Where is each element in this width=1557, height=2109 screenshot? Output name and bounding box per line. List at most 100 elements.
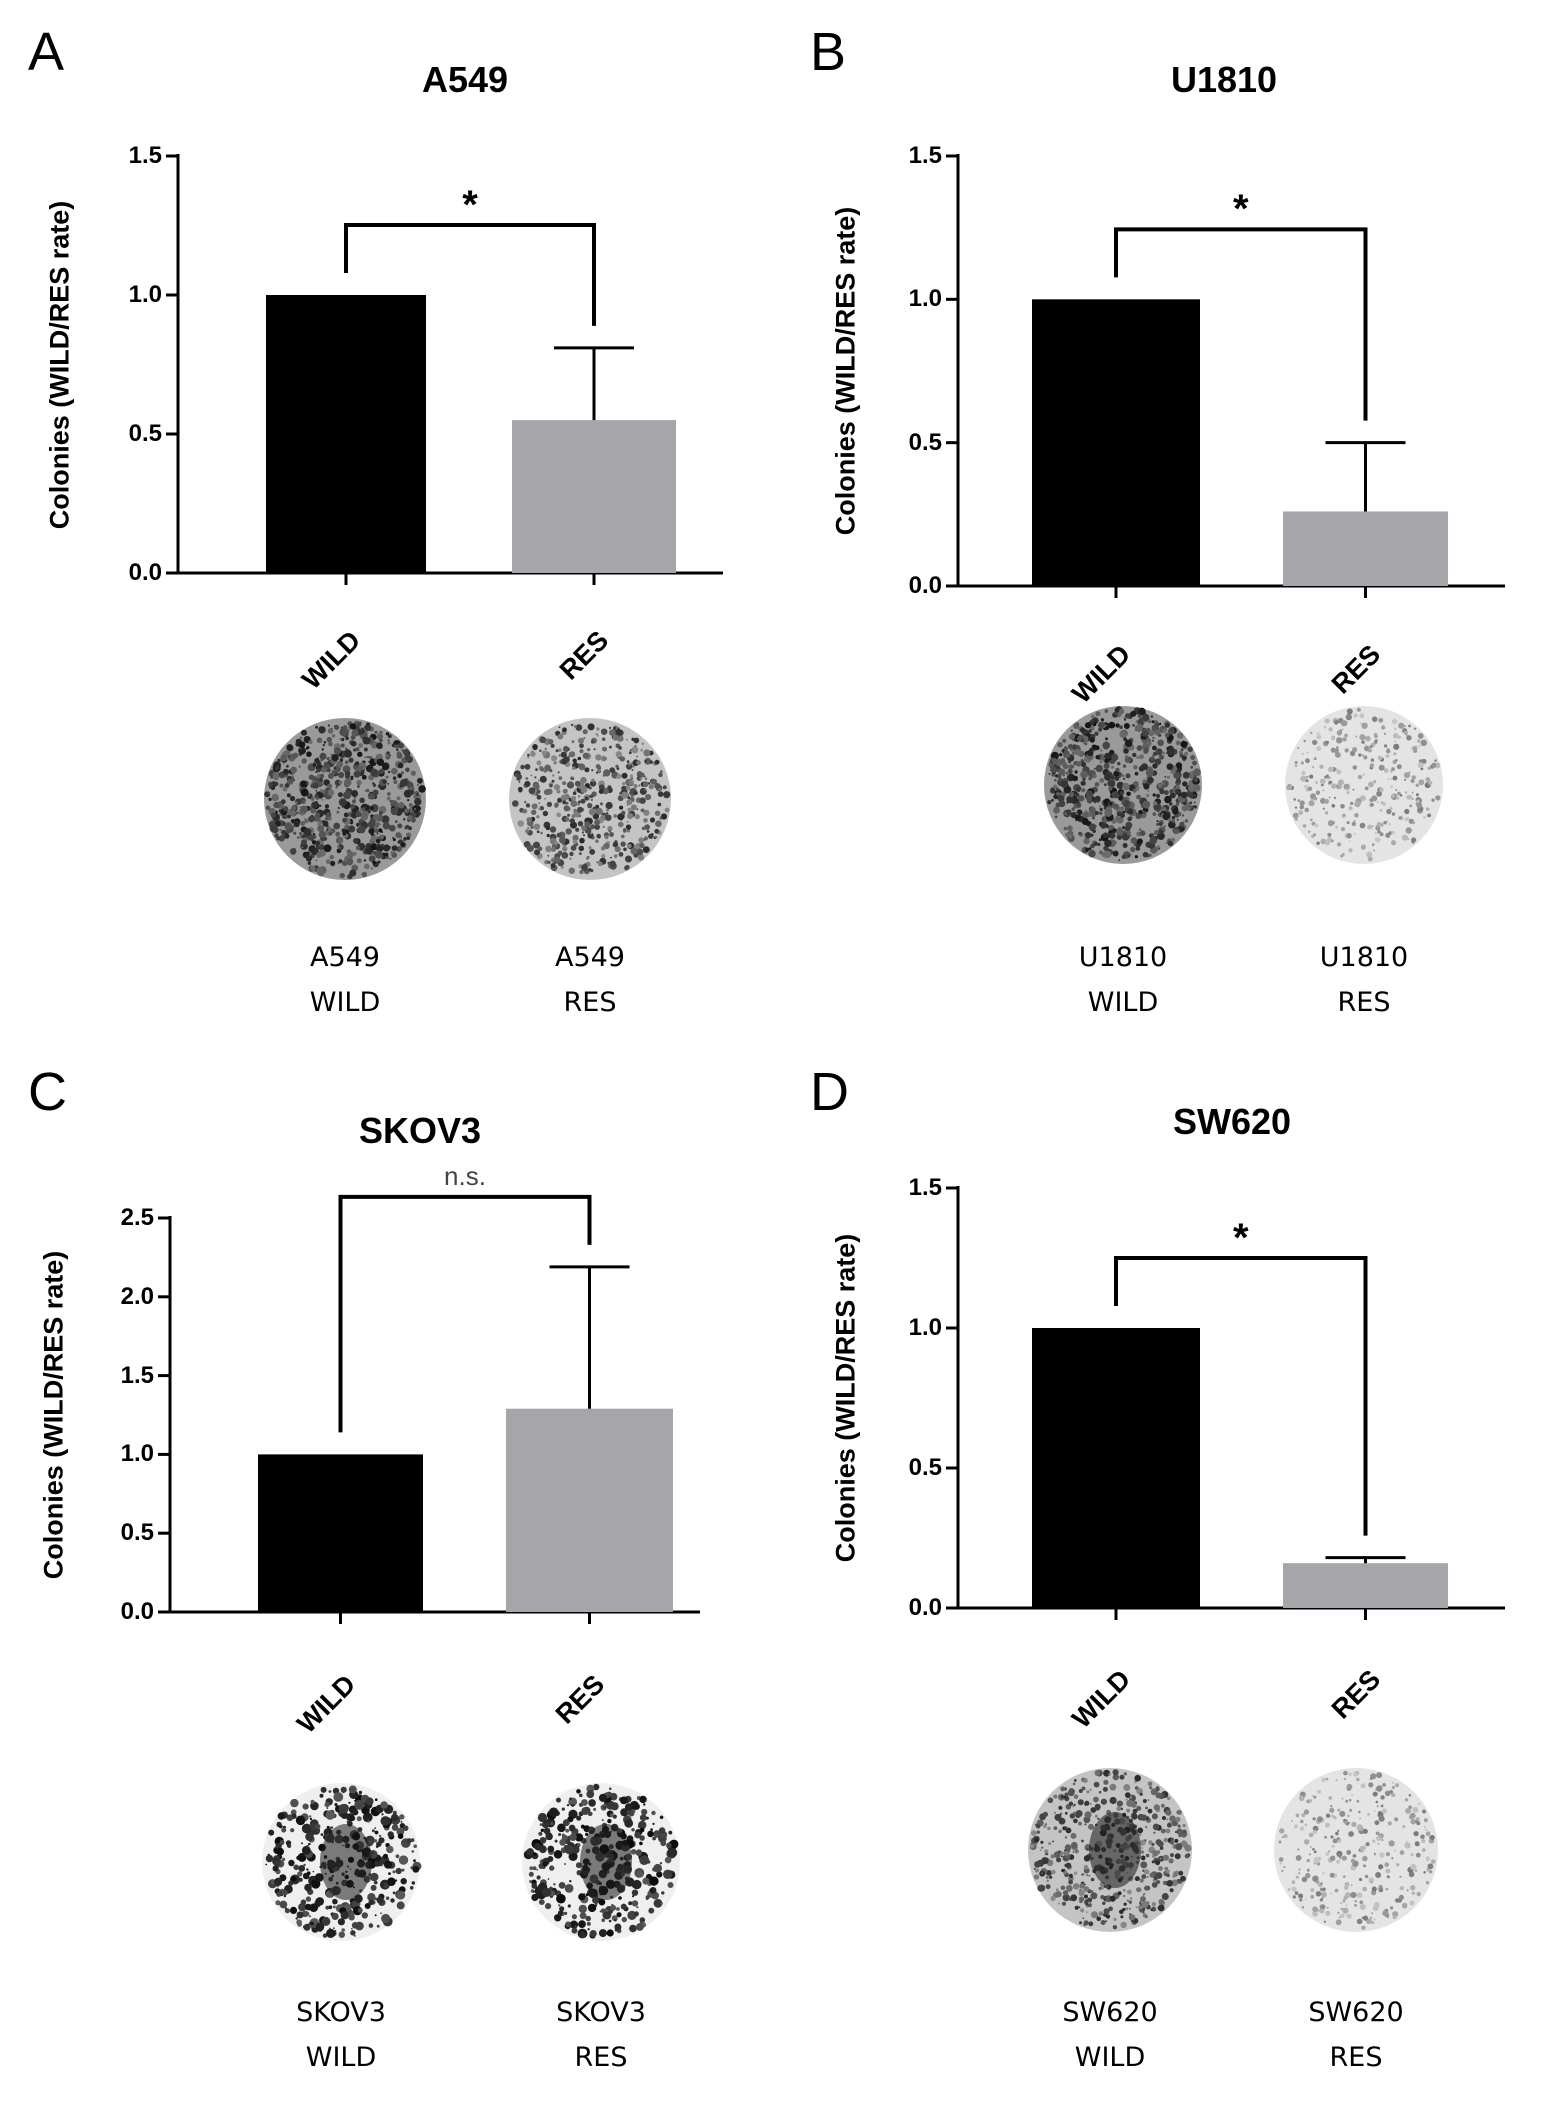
colony-dot [342,817,347,823]
colony-dot [293,831,297,835]
colony-dot [1382,1808,1387,1814]
colony-dot [1088,1901,1091,1905]
colony-dot [376,1896,384,1904]
colony-dot [566,781,575,789]
colony-dot [1312,1875,1319,1882]
colony-dot [298,1865,306,1872]
colony-dot [608,829,612,833]
colony-dot [1166,811,1169,814]
colony-dot [1308,800,1315,807]
colony-dot [1367,1812,1370,1816]
colony-dot [1150,1908,1153,1911]
colony-dot [1151,1902,1157,1907]
colony-dot [1059,753,1063,757]
colony-dot [559,1839,567,1846]
colony-dot [1408,771,1411,774]
colony-dot [539,806,544,811]
colony-dot [1161,728,1167,734]
colony-plate-image [1285,706,1443,864]
colony-dot [380,1801,388,1809]
colony-dot [1129,816,1133,820]
colony-dot [1301,770,1306,776]
colony-dot [1148,853,1152,857]
colony-dot [1294,1824,1299,1829]
colony-dot [1151,1882,1158,1888]
colony-dot [1193,784,1201,792]
colony-dot [374,1827,377,1829]
colony-dot [316,768,321,773]
colony-dot [291,825,295,829]
y-tick-label: 0.5 [908,428,942,456]
colony-dot [1315,781,1318,784]
colony-dot [603,769,611,777]
colony-dot [1342,1899,1346,1903]
colony-dot [629,792,631,794]
colony-dot [1340,804,1345,809]
colony-dot [1103,1885,1107,1888]
colony-dot [1164,795,1172,804]
colony-dot [1387,1916,1390,1919]
colony-dot [1158,821,1163,826]
colony-dot [339,737,342,741]
bar-wild [1032,1328,1200,1608]
colony-dot [572,766,576,770]
colony-dot [1113,1917,1117,1921]
colony-dot [1341,1855,1347,1861]
colony-dot [1151,720,1155,724]
colony-dot [1394,1849,1397,1852]
colony-dot [351,1922,359,1929]
colony-dot [558,726,561,729]
colony-dot [547,1845,555,1853]
colony-dot [1310,1888,1315,1893]
colony-dot [584,767,590,773]
colony-dot [605,814,612,821]
colony-dot [1143,747,1149,754]
colony-dot [1353,1771,1359,1777]
colony-dot [392,836,395,839]
colony-dot [639,787,647,795]
colony-dot [295,1917,299,1920]
colony-dot [1145,768,1154,777]
colony-dot [1116,1806,1121,1811]
colony-dot [625,824,632,830]
colony-dot [1060,758,1066,763]
colony-dot [1364,737,1366,739]
colony-dot [1094,717,1098,720]
colony-dot [325,1810,335,1820]
colony-dot [586,1790,595,1799]
colony-dot [591,778,595,783]
colony-dot [1342,1907,1349,1914]
colony-dot [1343,1896,1348,1901]
colony-dot [1084,809,1088,813]
colony-dot [633,1911,639,1917]
colony-dot [304,1903,312,1911]
colony-dot [588,786,592,790]
colony-dot [1095,764,1104,773]
colony-dot [1396,764,1402,770]
colony-dot [1167,818,1172,822]
colony-dot [308,1915,312,1918]
y-tick-label: 1.5 [908,142,942,169]
colony-dot [319,804,322,807]
colony-dot [580,798,586,804]
colony-dot [604,835,609,840]
colony-dot [1090,1892,1098,1900]
colony-dot [1127,817,1130,820]
colony-dot [588,846,592,850]
colony-dot [1420,767,1424,771]
colony-dot [400,1821,403,1823]
colony-dot [657,802,662,807]
colony-dot [1334,720,1339,725]
colony-dot [570,845,577,851]
colony-dot [1158,722,1162,726]
colony-dot [1291,1880,1296,1884]
colony-dot [1391,812,1396,816]
colony-dot [1402,1825,1406,1828]
colony-dot [1376,790,1382,797]
colony-dot [1135,846,1141,851]
colony-dot [372,860,376,865]
colony-dot [607,861,611,865]
colony-dot [286,744,294,751]
panel-label: C [28,1062,67,1122]
colony-dot [1368,1877,1375,1884]
